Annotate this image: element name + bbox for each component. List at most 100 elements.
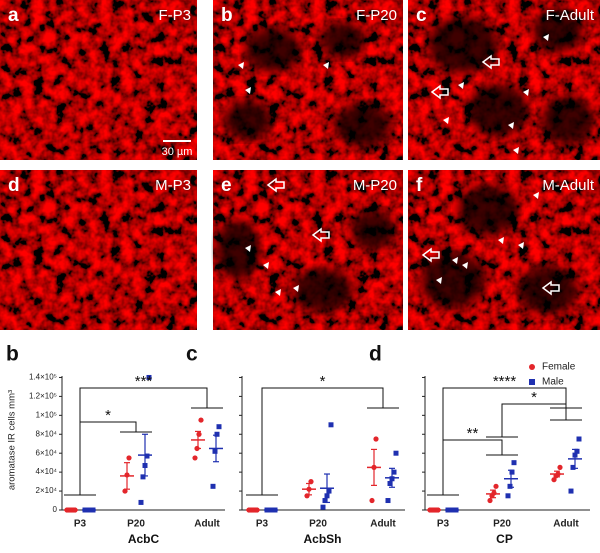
scale-bar-label: 30 µm: [162, 146, 193, 158]
dark-nucleus-region: [216, 220, 260, 280]
panel-label: M-P20: [353, 177, 397, 194]
x-tick-label: P20: [309, 519, 327, 530]
data-point: [505, 493, 511, 499]
arrowhead: [245, 87, 251, 94]
x-tick-label: P3: [256, 519, 269, 530]
micrograph-texture: [0, 0, 197, 160]
y-tick-label: 1.2×10⁵: [29, 392, 57, 401]
significance-stars: *: [531, 389, 537, 406]
micrograph-panel: d M-P3: [0, 170, 197, 330]
open-arrow: [430, 84, 449, 100]
dark-nucleus-region: [321, 22, 365, 58]
data-point: [196, 431, 202, 437]
data-point: [393, 450, 399, 456]
y-tick-label: 1×10⁵: [36, 410, 57, 419]
y-tick-label: 6×10⁴: [36, 448, 58, 457]
dark-nucleus-region: [224, 100, 272, 140]
micrograph-texture: [0, 170, 197, 330]
arrowhead: [238, 62, 244, 69]
dark-nucleus-region: [245, 28, 301, 72]
dark-nucleus-region: [542, 96, 594, 144]
y-tick-label: 2×10⁴: [36, 486, 58, 495]
arrowhead: [443, 117, 449, 124]
arrowhead: [458, 82, 464, 89]
arrowhead: [323, 62, 329, 69]
data-point: [491, 490, 497, 496]
arrowhead: [523, 89, 529, 96]
panel-label: M-Adult: [542, 177, 595, 194]
legend-swatch: [529, 379, 535, 385]
y-tick-label: 0: [53, 505, 58, 514]
data-point: [511, 460, 517, 466]
arrowhead: [452, 257, 458, 264]
open-arrow: [266, 177, 285, 193]
arrowhead: [508, 122, 514, 129]
x-axis-label: CP: [496, 532, 513, 546]
data-point: [216, 424, 222, 430]
data-point: [373, 436, 379, 442]
panel-letter: b: [6, 343, 19, 366]
data-point: [140, 474, 146, 480]
arrowhead: [275, 289, 281, 296]
arrowhead: [293, 285, 299, 292]
y-axis-label: aromatase IR cells mm³: [7, 390, 18, 490]
data-point: [192, 455, 198, 461]
data-point: [326, 488, 332, 494]
data-point: [214, 431, 220, 437]
significance-bracket: [64, 421, 152, 496]
arrowhead: [543, 34, 549, 41]
data-point: [493, 483, 499, 489]
data-point: [385, 498, 391, 504]
dark-nucleus-region: [335, 103, 391, 147]
panel-label: F-P3: [158, 7, 191, 24]
y-tick-label: 1.4×10⁵: [29, 373, 57, 382]
x-tick-label: P3: [74, 519, 87, 530]
x-axis-label: AcbSh: [303, 532, 341, 546]
data-point: [210, 483, 216, 489]
significance-stars: *: [105, 407, 111, 424]
arrowhead: [263, 262, 269, 269]
x-tick-label: Adult: [553, 519, 579, 530]
open-arrow: [421, 247, 440, 263]
data-point: [144, 453, 150, 459]
data-point: [212, 448, 218, 454]
data-point: [570, 464, 576, 470]
significance-bracket: [427, 439, 518, 496]
arrowhead: [245, 245, 251, 252]
open-arrow: [541, 280, 560, 296]
dark-nucleus-region: [468, 84, 528, 136]
arrowhead: [436, 277, 442, 284]
data-point: [138, 499, 144, 505]
significance-bracket: [64, 387, 223, 496]
panel-letter: c: [186, 343, 198, 366]
legend-label: Male: [542, 377, 564, 388]
dark-nucleus-region: [421, 252, 485, 308]
micrograph-panel: a F-P3 30 µm: [0, 0, 197, 160]
dark-nucleus-region: [458, 185, 518, 235]
arrowhead: [513, 147, 519, 154]
panel-label: M-P3: [155, 177, 191, 194]
arrowhead: [518, 242, 524, 249]
data-point: [322, 498, 328, 504]
data-point: [369, 497, 375, 504]
panel-letter: c: [416, 5, 427, 26]
panel-letter: f: [416, 175, 423, 196]
data-point: [568, 488, 574, 494]
arrowhead: [533, 192, 539, 199]
data-point: [574, 448, 580, 454]
micrograph-panel: b F-P20: [213, 0, 403, 160]
dark-nucleus-region: [293, 268, 353, 312]
x-tick-label: P20: [127, 519, 145, 530]
significance-bracket: [486, 403, 582, 438]
data-point: [387, 480, 393, 486]
panel-letter: e: [221, 175, 232, 196]
data-point: [391, 469, 397, 475]
dark-nucleus-region: [428, 17, 498, 73]
data-point: [126, 455, 132, 461]
x-tick-label: Adult: [370, 519, 396, 530]
panel-label: F-P20: [356, 7, 397, 24]
panel-letter: d: [8, 175, 20, 196]
data-point: [320, 504, 326, 510]
significance-stars: ***: [135, 373, 153, 390]
